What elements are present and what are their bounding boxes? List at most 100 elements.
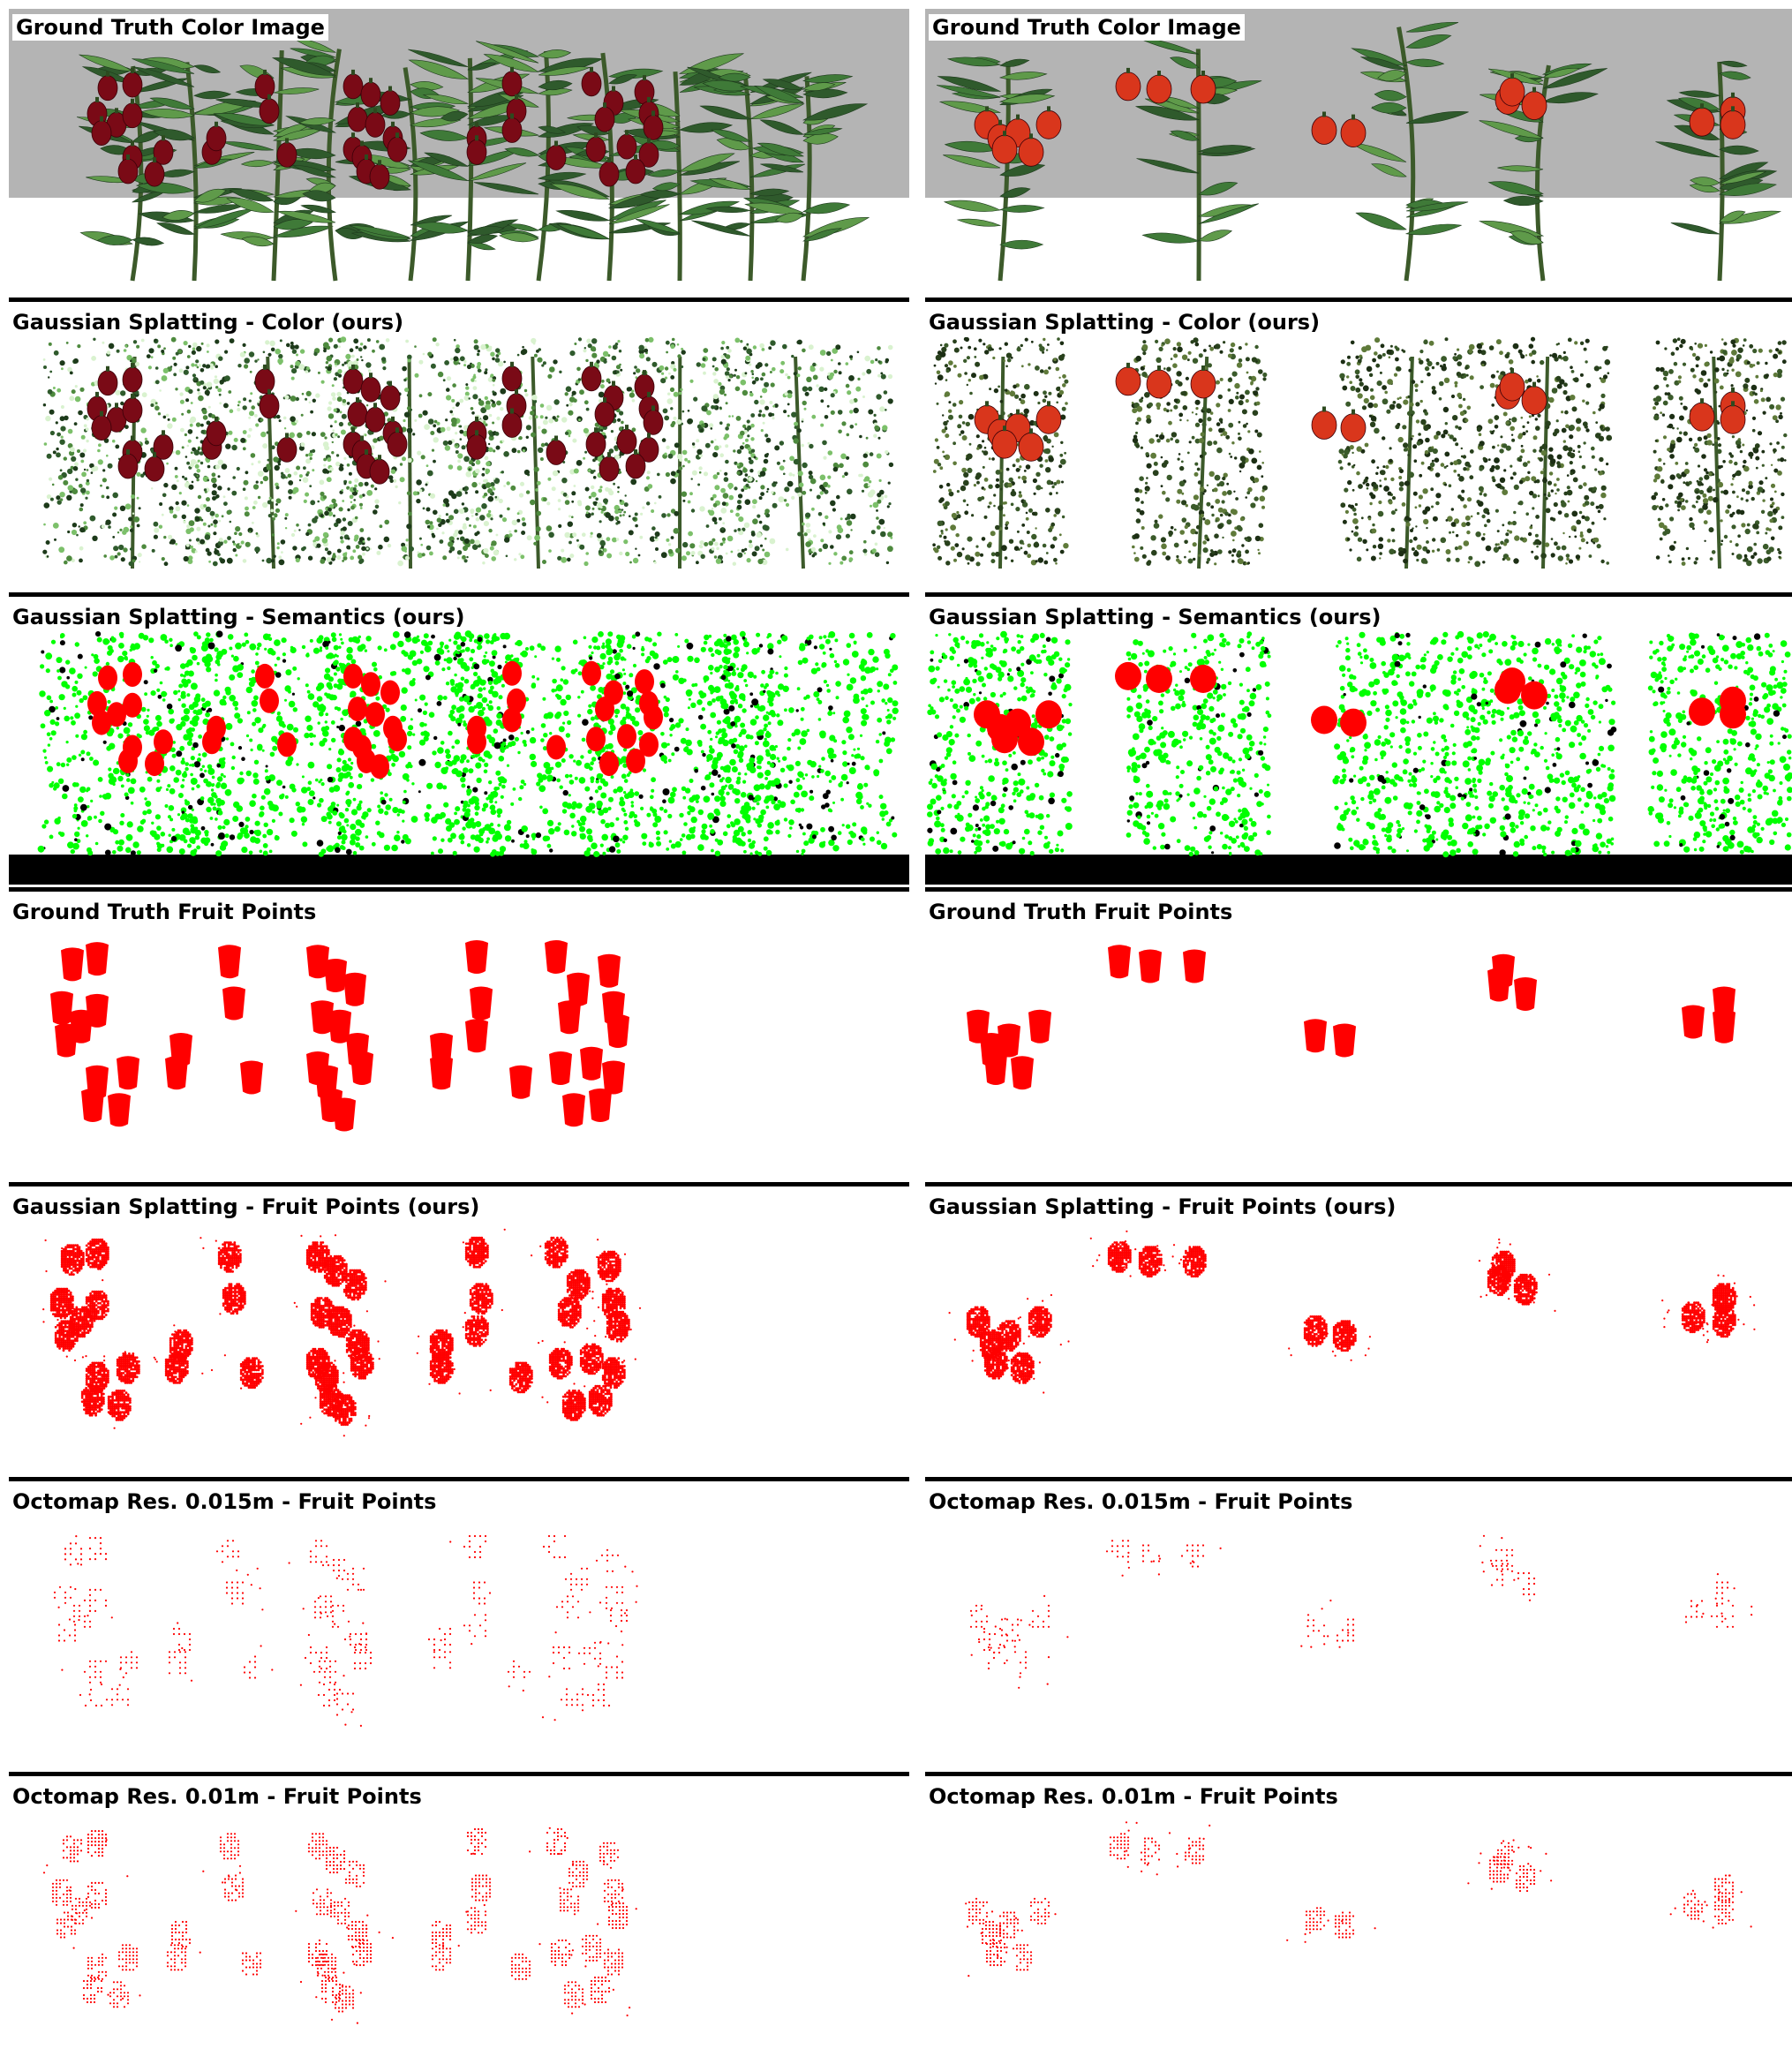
fruit-point-cluster bbox=[61, 1244, 85, 1276]
pepper-stem bbox=[475, 430, 478, 435]
pepper-stem bbox=[647, 392, 651, 397]
semantic-fruit bbox=[1720, 700, 1746, 728]
pepper-fruit bbox=[582, 366, 601, 391]
left-panel-octo-fine: Octomap Res. 0.01m - Fruit Points bbox=[9, 1778, 909, 2064]
row-separator bbox=[925, 592, 1792, 597]
pepper-stem bbox=[643, 75, 646, 80]
fruit-point-cluster bbox=[467, 1828, 486, 1855]
fruit-point-cluster bbox=[167, 1944, 186, 1970]
fruit-point-cluster bbox=[50, 1288, 74, 1320]
fruit-point-cluster bbox=[1489, 1856, 1509, 1882]
panel-title: Octomap Res. 0.01m - Fruit Points bbox=[929, 1783, 1338, 1810]
pepper-stem bbox=[625, 425, 629, 430]
fruit-point-cluster bbox=[240, 1357, 264, 1389]
pepper-stem bbox=[1003, 131, 1006, 136]
panel-title: Gaussian Splatting - Color (ours) bbox=[12, 309, 403, 335]
pepper-stem bbox=[215, 417, 218, 422]
pepper-stem bbox=[365, 449, 368, 455]
fruit-point-cluster bbox=[169, 1033, 192, 1066]
pepper-fruit bbox=[277, 437, 297, 462]
panel-title: Octomap Res. 0.01m - Fruit Points bbox=[12, 1783, 422, 1810]
fruit-point-cluster bbox=[79, 1684, 102, 1706]
pepper-fruit bbox=[348, 402, 367, 426]
pepper-stem bbox=[263, 70, 267, 75]
fruit-point-cluster bbox=[604, 1948, 623, 1975]
pepper-stem bbox=[612, 87, 615, 92]
fruit-point-cluster bbox=[318, 1684, 341, 1706]
fruit-point-cluster bbox=[470, 1283, 493, 1314]
pepper-fruit bbox=[1312, 411, 1336, 440]
fruit-point-cluster bbox=[582, 1935, 601, 1962]
pepper-fruit bbox=[1147, 75, 1171, 103]
pepper-fruit bbox=[255, 74, 275, 99]
pepper-stem bbox=[998, 120, 1002, 125]
pepper-fruit bbox=[260, 99, 279, 124]
fruit-point-cluster bbox=[54, 1586, 72, 1604]
pepper-stem bbox=[131, 141, 134, 147]
fruit-point-cluster bbox=[1030, 1898, 1050, 1925]
panel-image bbox=[925, 1483, 1792, 1769]
pepper-fruit bbox=[92, 121, 111, 146]
row-separator bbox=[9, 592, 909, 597]
left-panel-gt-color: Ground Truth Color Image bbox=[9, 9, 909, 295]
panel-title: Gaussian Splatting - Fruit Points (ours) bbox=[12, 1194, 479, 1220]
fruit-point-cluster bbox=[87, 1830, 107, 1857]
semantic-fruit bbox=[361, 672, 380, 697]
fruit-point-cluster bbox=[556, 1595, 579, 1618]
pepper-stem bbox=[360, 436, 364, 441]
left-panel-octo-coarse: Octomap Res. 0.015m - Fruit Points bbox=[9, 1483, 909, 1769]
fruit-point-cluster bbox=[322, 1559, 345, 1577]
semantic-fruit bbox=[582, 661, 601, 686]
semantic-fruit bbox=[260, 689, 279, 713]
pepper-stem bbox=[590, 362, 593, 367]
fruit-point-cluster bbox=[549, 1348, 573, 1380]
fruit-point-cluster bbox=[1001, 1618, 1019, 1641]
pepper-fruit bbox=[1720, 110, 1745, 139]
pepper-stem bbox=[378, 160, 381, 165]
pepper-stem bbox=[115, 108, 118, 113]
pepper-fruit bbox=[626, 454, 645, 478]
pepper-stem bbox=[651, 110, 655, 116]
fruit-point-cluster bbox=[432, 1944, 451, 1970]
pepper-stem bbox=[356, 397, 359, 403]
pepper-stem bbox=[131, 436, 134, 441]
pepper-stem bbox=[115, 403, 118, 408]
semantic-fruit bbox=[586, 727, 606, 751]
pepper-stem bbox=[395, 427, 399, 433]
panel-title: Ground Truth Fruit Points bbox=[12, 899, 316, 925]
fruit-point-cluster bbox=[50, 991, 73, 1025]
pepper-stem bbox=[126, 154, 130, 160]
fruit-point-cluster bbox=[984, 1348, 1008, 1380]
fruit-point-cluster bbox=[169, 1330, 193, 1361]
fruit-point-cluster bbox=[86, 1291, 109, 1322]
pepper-stem bbox=[510, 114, 514, 119]
pepper-stem bbox=[388, 87, 392, 92]
fruit-point-cluster bbox=[72, 1898, 91, 1925]
pepper-fruit bbox=[92, 416, 111, 441]
pepper-fruit bbox=[502, 366, 522, 391]
pepper-stem bbox=[1157, 71, 1161, 76]
pepper-fruit bbox=[118, 159, 138, 184]
fruit-point-cluster bbox=[599, 1842, 619, 1869]
fruit-point-cluster bbox=[314, 1595, 332, 1618]
fruit-point-cluster bbox=[553, 1646, 570, 1669]
panel-image bbox=[9, 1483, 909, 1769]
pepper-stem bbox=[1047, 106, 1050, 111]
panel-title: Octomap Res. 0.015m - Fruit Points bbox=[929, 1488, 1352, 1515]
plant-stem bbox=[1000, 357, 1003, 569]
pepper-stem bbox=[515, 94, 518, 100]
fruit-point-cluster bbox=[606, 1655, 623, 1678]
pepper-fruit bbox=[644, 115, 663, 139]
semantic-fruit bbox=[348, 697, 367, 721]
pepper-stem bbox=[475, 122, 478, 127]
fruit-point-cluster bbox=[81, 1088, 104, 1122]
pepper-fruit bbox=[546, 441, 566, 465]
pepper-fruit bbox=[123, 367, 142, 392]
pepper-stem bbox=[647, 97, 651, 102]
fruit-point-cluster bbox=[606, 1311, 630, 1343]
fruit-point-cluster bbox=[326, 1847, 345, 1873]
fruit-point-cluster bbox=[968, 1898, 988, 1925]
fruit-point-cluster bbox=[561, 1688, 584, 1711]
pepper-stem bbox=[131, 99, 134, 104]
